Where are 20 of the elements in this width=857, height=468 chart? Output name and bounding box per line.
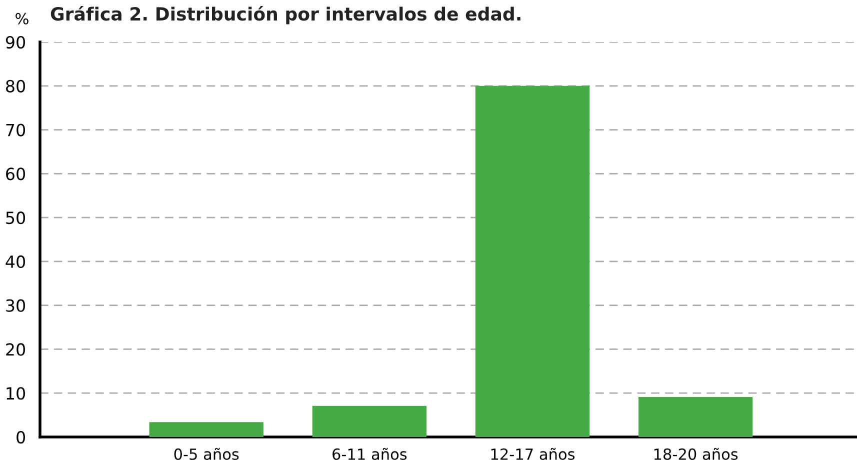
y-tick-label: 50 [6, 212, 26, 224]
x-tick-label: 18-20 años [654, 448, 738, 460]
y-tick-label: 10 [6, 387, 26, 400]
chart-title: Gráfica 2. Distribución por intervalos de edad. [50, 6, 520, 24]
x-tick-label: 0-5 años [174, 448, 239, 460]
bar [149, 422, 264, 437]
y-axis-title: % [16, 12, 28, 24]
y-tick-label: 90 [6, 36, 26, 49]
y-tick-label: 0 [16, 430, 26, 444]
x-tick-label: 12-17 años [491, 448, 575, 460]
bar [475, 86, 590, 437]
y-tick-label: 80 [6, 80, 26, 92]
bar [312, 406, 426, 437]
y-tick-label: 20 [6, 343, 26, 356]
x-tick-label: 6-11 años [332, 448, 407, 460]
bar [638, 397, 753, 437]
y-tick-label: 30 [6, 299, 26, 312]
y-tick-label: 40 [6, 255, 26, 268]
y-tick-label: 60 [6, 168, 26, 180]
y-tick-label: 70 [6, 124, 26, 136]
